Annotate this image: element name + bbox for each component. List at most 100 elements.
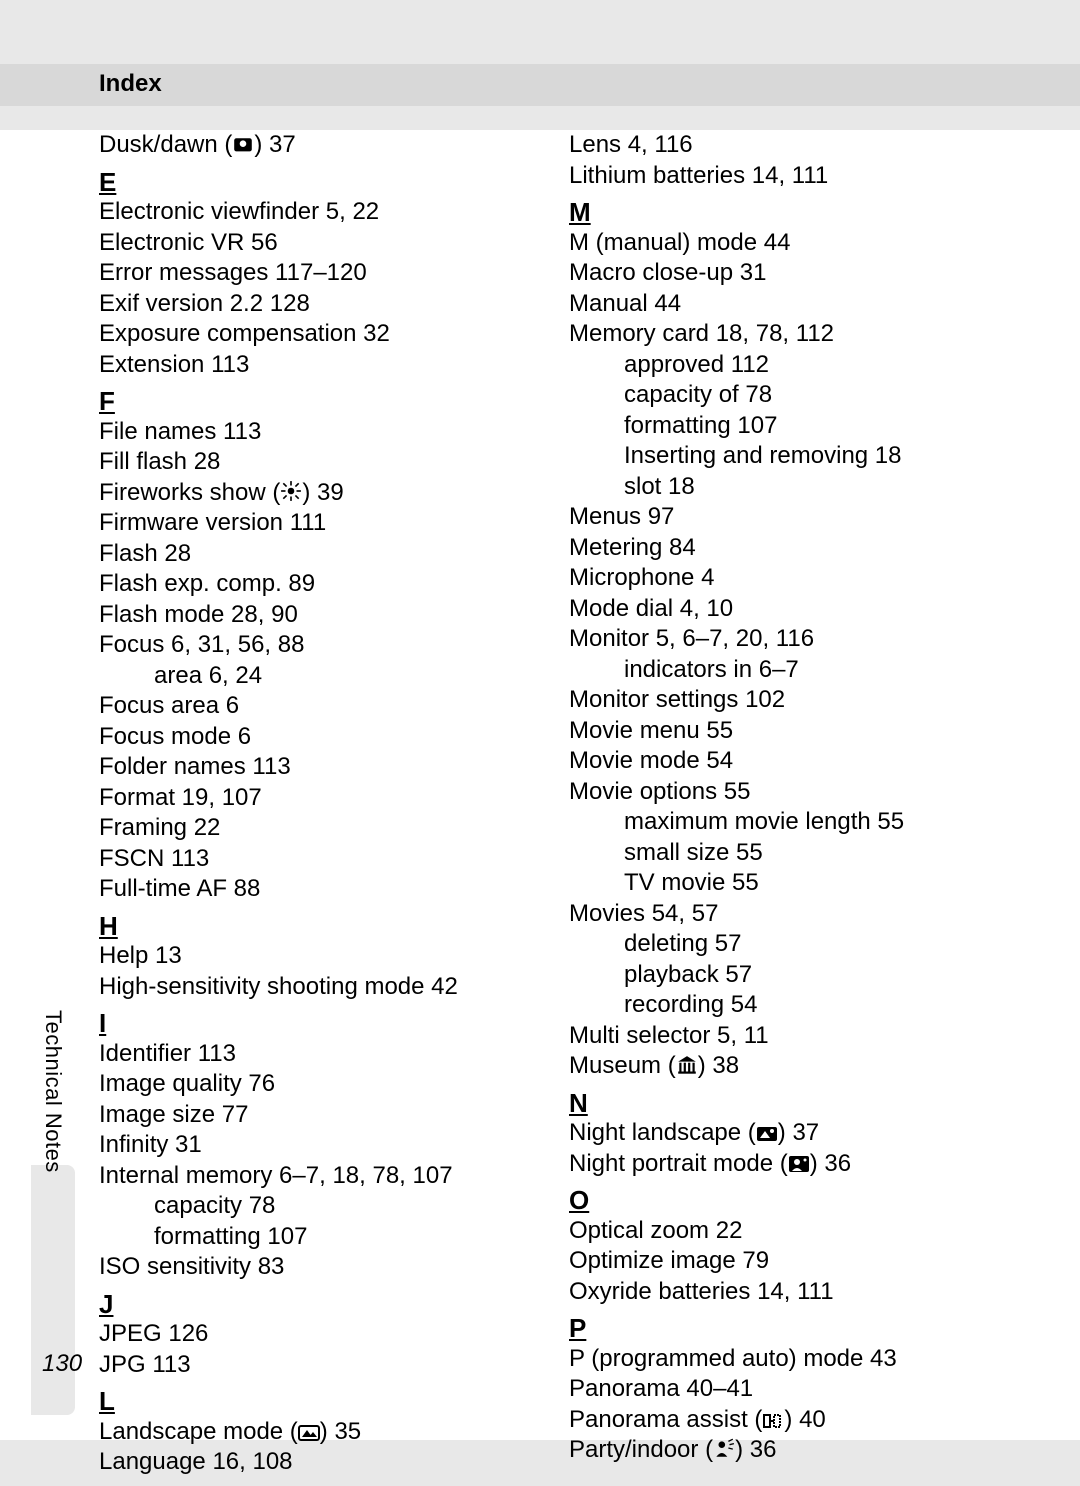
index-entry: Firmware version 111 xyxy=(99,508,529,539)
index-entry: Mode dial 4, 10 xyxy=(569,594,999,625)
index-entry: JPG 113 xyxy=(99,1350,529,1381)
page-number: 130 xyxy=(42,1350,82,1378)
index-entry: FSCN 113 xyxy=(99,844,529,875)
index-letter: P xyxy=(569,1313,999,1344)
index-subentry: deleting 57 xyxy=(569,929,999,960)
index-entry-text: Landscape mode ( xyxy=(99,1418,298,1445)
index-entry: Menus 97 xyxy=(569,502,999,533)
index-entry: Language 16, 108 xyxy=(99,1447,529,1478)
index-subentry: formatting 107 xyxy=(569,411,999,442)
index-entry: Format 19, 107 xyxy=(99,783,529,814)
index-entry: Movie mode 54 xyxy=(569,746,999,777)
index-entry: Focus area 6 xyxy=(99,691,529,722)
index-columns: Dusk/dawn ( ) 37 EElectronic viewfinder 5,… xyxy=(99,130,999,1478)
museum-icon xyxy=(676,1053,698,1071)
index-entry: Museum ( ) 38 xyxy=(569,1051,999,1082)
index-entry-tail: ) 37 xyxy=(254,131,295,158)
index-entry: Exif version 2.2 128 xyxy=(99,289,529,320)
index-entry-text: Fireworks show ( xyxy=(99,479,280,506)
index-subentry: area 6, 24 xyxy=(99,661,529,692)
index-entry: Electronic viewfinder 5, 22 xyxy=(99,197,529,228)
index-entry-tail: ) 36 xyxy=(735,1436,776,1463)
index-entry-tail: ) 37 xyxy=(778,1119,819,1146)
index-entry-text: Party/indoor ( xyxy=(569,1436,713,1463)
index-letter: F xyxy=(99,386,529,417)
index-entry: Flash exp. comp. 89 xyxy=(99,569,529,600)
index-letter: L xyxy=(99,1386,529,1417)
index-entry: Internal memory 6–7, 18, 78, 107 xyxy=(99,1161,529,1192)
index-subentry: formatting 107 xyxy=(99,1222,529,1253)
index-entry: Error messages 117–120 xyxy=(99,258,529,289)
index-entry: Fill flash 28 xyxy=(99,447,529,478)
index-entry: Help 13 xyxy=(99,941,529,972)
index-col-2: Lens 4, 116Lithium batteries 14, 111 MM (… xyxy=(569,130,999,1478)
index-subentry: capacity of 78 xyxy=(569,380,999,411)
index-entry-text: Dusk/dawn ( xyxy=(99,131,232,158)
index-subentry: capacity 78 xyxy=(99,1191,529,1222)
index-entry: JPEG 126 xyxy=(99,1319,529,1350)
index-entry: File names 113 xyxy=(99,417,529,448)
index-entry: Party/indoor ( ) 36 xyxy=(569,1435,999,1466)
index-letter: E xyxy=(99,167,529,198)
index-subentry: maximum movie length 55 xyxy=(569,807,999,838)
index-entry-text: Night landscape ( xyxy=(569,1119,756,1146)
side-tab-label: Technical Notes xyxy=(40,1010,66,1173)
index-subentry: approved 112 xyxy=(569,350,999,381)
index-entry: Identifier 113 xyxy=(99,1039,529,1070)
index-entry: Fireworks show ( ) 39 xyxy=(99,478,529,509)
index-letter: J xyxy=(99,1289,529,1320)
index-letter: M xyxy=(569,197,999,228)
index-entry: Optical zoom 22 xyxy=(569,1216,999,1247)
index-entry-text: Museum ( xyxy=(569,1052,676,1079)
index-entry: Framing 22 xyxy=(99,813,529,844)
index-subentry: Inserting and removing 18 xyxy=(569,441,999,472)
index-letter: O xyxy=(569,1185,999,1216)
fireworks-icon xyxy=(280,480,302,498)
index-entry: Flash 28 xyxy=(99,539,529,570)
index-entry: Extension 113 xyxy=(99,350,529,381)
index-entry: Focus mode 6 xyxy=(99,722,529,753)
panorama-icon xyxy=(762,1407,784,1425)
index-entry: Full-time AF 88 xyxy=(99,874,529,905)
index-entry: Macro close-up 31 xyxy=(569,258,999,289)
index-entry-tail: ) 39 xyxy=(302,479,343,506)
index-letter: H xyxy=(99,911,529,942)
index-entry: Movie menu 55 xyxy=(569,716,999,747)
index-entry: Manual 44 xyxy=(569,289,999,320)
index-subentry: recording 54 xyxy=(569,990,999,1021)
index-entry-tail: ) 36 xyxy=(810,1150,851,1177)
index-entry: Memory card 18, 78, 112 xyxy=(569,319,999,350)
nightland-icon xyxy=(756,1120,778,1138)
index-entry: Dusk/dawn ( ) 37 xyxy=(99,130,529,161)
index-subentry: playback 57 xyxy=(569,960,999,991)
index-entry: Panorama assist () 40 xyxy=(569,1405,999,1436)
index-entry: Movies 54, 57 xyxy=(569,899,999,930)
index-entry: Image quality 76 xyxy=(99,1069,529,1100)
index-entry-tail: ) 38 xyxy=(698,1052,739,1079)
index-entry: High-sensitivity shooting mode 42 xyxy=(99,972,529,1003)
index-entry: Monitor 5, 6–7, 20, 116 xyxy=(569,624,999,655)
index-entry: Lithium batteries 14, 111 xyxy=(569,161,999,192)
party-icon xyxy=(713,1437,735,1455)
index-entry-tail: ) 35 xyxy=(320,1418,361,1445)
index-entry: Lens 4, 116 xyxy=(569,130,999,161)
index-entry: Panorama 40–41 xyxy=(569,1374,999,1405)
index-entry: Folder names 113 xyxy=(99,752,529,783)
landscape-icon xyxy=(298,1419,320,1437)
index-entry: Optimize image 79 xyxy=(569,1246,999,1277)
dusk-icon xyxy=(232,132,254,150)
index-entry: Landscape mode ( ) 35 xyxy=(99,1417,529,1448)
index-subentry: slot 18 xyxy=(569,472,999,503)
index-entry: ISO sensitivity 83 xyxy=(99,1252,529,1283)
index-entry: Monitor settings 102 xyxy=(569,685,999,716)
index-col-1: Dusk/dawn ( ) 37 EElectronic viewfinder 5,… xyxy=(99,130,529,1478)
index-entry: Electronic VR 56 xyxy=(99,228,529,259)
index-entry: Flash mode 28, 90 xyxy=(99,600,529,631)
index-subentry: indicators in 6–7 xyxy=(569,655,999,686)
index-entry-tail: ) 40 xyxy=(784,1406,825,1433)
index-entry: M (manual) mode 44 xyxy=(569,228,999,259)
index-entry: Metering 84 xyxy=(569,533,999,564)
index-entry: Microphone 4 xyxy=(569,563,999,594)
index-entry: Movie options 55 xyxy=(569,777,999,808)
index-entry: Infinity 31 xyxy=(99,1130,529,1161)
